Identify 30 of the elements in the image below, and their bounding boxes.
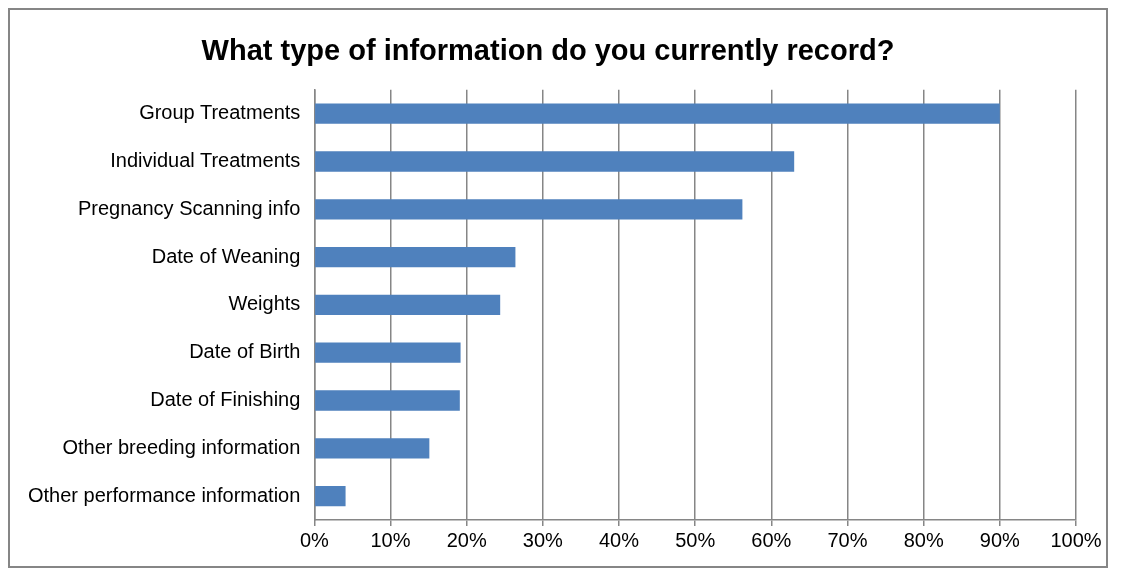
chart-title: What type of information do you currently record? xyxy=(201,34,895,67)
x-tick-label: 10% xyxy=(370,528,411,551)
bar xyxy=(315,485,346,507)
bar xyxy=(315,342,461,363)
y-tick-label: Date of Finishing xyxy=(150,388,301,411)
x-tick-label: 0% xyxy=(299,528,330,551)
bar xyxy=(315,103,1000,124)
y-tick-label: Date of Birth xyxy=(189,340,301,363)
x-tick-label: 100% xyxy=(1050,528,1102,551)
bar xyxy=(315,294,501,316)
y-tick-label: Other breeding information xyxy=(62,435,301,458)
y-tick-label: Pregnancy Scanning info xyxy=(77,196,301,219)
bar xyxy=(315,199,743,220)
bar xyxy=(315,151,795,172)
bar xyxy=(315,390,460,411)
bar xyxy=(315,246,516,268)
x-tick-label: 60% xyxy=(751,528,792,551)
x-tick-label: 30% xyxy=(522,528,564,551)
bar xyxy=(315,438,430,459)
y-tick-label: Group Treatments xyxy=(139,101,301,124)
y-tick-label: Individual Treatments xyxy=(110,149,301,172)
y-tick-label: Other performance information xyxy=(28,483,301,506)
x-tick-label: 20% xyxy=(446,528,487,551)
x-tick-label: 50% xyxy=(675,528,716,551)
x-tick-label: 40% xyxy=(598,528,640,551)
y-tick-label: Date of Weaning xyxy=(151,244,301,267)
x-tick-label: 80% xyxy=(903,528,944,551)
x-tick-label: 70% xyxy=(827,528,868,551)
y-tick-label: Weights xyxy=(228,292,301,315)
x-tick-label: 90% xyxy=(979,528,1021,551)
